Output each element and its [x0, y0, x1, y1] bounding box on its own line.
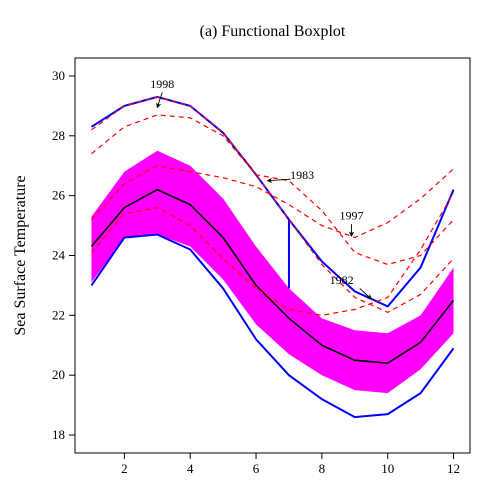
annotation-arrow-1983 [268, 179, 291, 180]
x-ticks: 2 4 6 8 10 12 [121, 453, 460, 476]
y-tick-label: 26 [52, 188, 66, 203]
x-tick-label: 10 [381, 461, 394, 476]
plot-area: 1998 1983 1997 1982 [91, 77, 453, 417]
annotation-label-1997: 1997 [340, 209, 364, 223]
y-axis-label: Sea Surface Temperature [12, 175, 29, 335]
y-tick-label: 20 [52, 367, 65, 382]
x-tick-label: 2 [121, 461, 128, 476]
y-tick-label: 24 [52, 248, 66, 263]
annotation-label-1983: 1983 [290, 168, 314, 182]
x-tick-label: 12 [447, 461, 460, 476]
y-tick-label: 22 [52, 307, 65, 322]
x-tick-label: 6 [253, 461, 260, 476]
y-ticks: 18 20 22 24 26 28 30 [52, 68, 75, 442]
annotation-label-1982: 1982 [330, 273, 354, 287]
y-tick-label: 18 [52, 427, 65, 442]
x-tick-label: 8 [319, 461, 326, 476]
annotation-arrow-1998 [157, 92, 162, 107]
x-tick-label: 4 [187, 461, 194, 476]
chart-title: (a) Functional Boxplot [200, 23, 346, 40]
plot-frame [75, 58, 470, 453]
y-tick-label: 30 [52, 68, 65, 83]
annotation-label-1998: 1998 [150, 77, 174, 91]
y-tick-label: 28 [52, 128, 65, 143]
